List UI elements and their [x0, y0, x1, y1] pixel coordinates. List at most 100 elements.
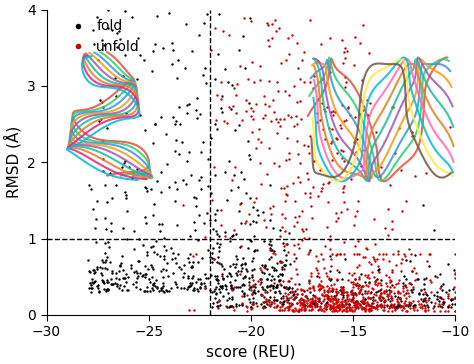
Point — [421, 303, 429, 309]
Point — [374, 282, 381, 288]
Point — [402, 302, 410, 308]
Point — [414, 298, 422, 304]
Point — [359, 305, 366, 311]
Point — [151, 41, 159, 47]
Point — [375, 266, 383, 272]
Point — [392, 262, 400, 268]
Point — [273, 285, 281, 290]
Point — [408, 128, 416, 134]
Point — [103, 266, 110, 272]
Point — [201, 285, 209, 291]
Point — [293, 291, 301, 297]
Point — [150, 281, 157, 286]
Point — [368, 300, 375, 306]
Point — [216, 260, 223, 265]
Point — [247, 105, 255, 111]
Point — [324, 295, 331, 301]
Point — [221, 170, 228, 175]
Point — [409, 305, 417, 311]
Point — [298, 226, 305, 232]
Point — [222, 286, 230, 292]
Point — [178, 139, 186, 145]
Point — [355, 300, 362, 306]
Point — [323, 288, 331, 294]
Point — [297, 295, 305, 301]
Point — [447, 297, 455, 303]
Point — [345, 301, 353, 307]
Point — [257, 292, 264, 298]
Point — [293, 286, 301, 292]
Point — [100, 278, 107, 284]
Point — [422, 299, 429, 305]
Point — [130, 229, 138, 234]
Point — [438, 288, 446, 293]
Point — [291, 123, 298, 129]
Point — [266, 205, 273, 211]
Point — [276, 123, 284, 129]
Point — [263, 277, 270, 282]
Point — [358, 298, 366, 304]
Point — [124, 287, 132, 293]
Point — [255, 288, 262, 294]
Point — [163, 267, 170, 273]
Point — [402, 290, 410, 296]
Point — [235, 122, 243, 128]
Point — [282, 305, 289, 311]
Point — [218, 263, 226, 269]
Point — [369, 254, 377, 260]
Point — [247, 306, 255, 312]
Point — [401, 302, 409, 308]
Point — [320, 287, 328, 293]
Point — [121, 8, 129, 13]
Point — [213, 303, 220, 309]
Point — [343, 289, 350, 295]
Point — [337, 122, 344, 128]
Point — [249, 289, 256, 294]
Point — [270, 160, 278, 166]
Point — [98, 265, 106, 271]
Point — [238, 301, 246, 306]
Point — [175, 151, 182, 157]
Point — [318, 292, 326, 297]
Point — [238, 293, 246, 298]
Point — [367, 305, 374, 311]
Point — [361, 174, 368, 180]
Point — [113, 44, 121, 50]
Point — [299, 297, 307, 303]
Point — [391, 293, 398, 298]
Point — [328, 305, 335, 311]
Point — [107, 276, 115, 282]
Point — [364, 300, 371, 306]
Point — [389, 282, 396, 288]
Point — [324, 293, 332, 298]
Point — [382, 298, 389, 304]
Point — [365, 275, 373, 281]
Point — [446, 124, 454, 130]
Point — [376, 287, 384, 293]
Point — [195, 32, 202, 38]
Point — [281, 88, 289, 94]
Point — [355, 274, 362, 280]
Point — [133, 76, 141, 82]
Point — [352, 149, 360, 155]
Point — [209, 289, 216, 294]
Point — [258, 293, 266, 298]
Point — [360, 107, 367, 112]
Point — [213, 277, 220, 283]
Point — [87, 282, 95, 288]
Point — [122, 195, 129, 201]
Point — [272, 289, 279, 295]
Point — [388, 269, 396, 275]
Point — [451, 308, 459, 313]
Point — [254, 136, 262, 142]
Point — [407, 300, 414, 306]
Point — [214, 280, 221, 286]
Point — [214, 277, 221, 282]
Point — [292, 113, 300, 119]
Point — [319, 126, 327, 132]
Point — [449, 286, 457, 292]
Point — [301, 293, 309, 299]
Point — [390, 304, 398, 310]
Point — [310, 292, 317, 298]
Point — [226, 235, 234, 241]
